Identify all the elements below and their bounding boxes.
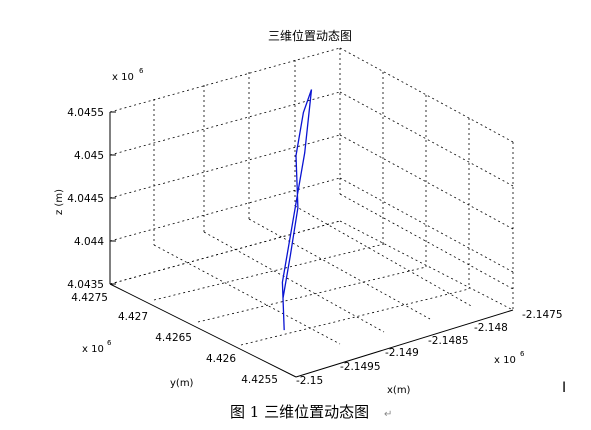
grid-line — [339, 91, 514, 187]
z-tick-label: 4.0455 — [67, 107, 104, 119]
figure-caption: 图 1 三维位置动态图 — [230, 403, 369, 421]
grid-line — [248, 218, 431, 320]
grid-line — [197, 266, 427, 323]
grid-line — [339, 134, 514, 230]
x-tick-label: -2.149 — [385, 347, 419, 359]
x-tick-labels: -2.15 -2.1495 -2.149 -2.1485 -2.148 -2.1… — [296, 309, 563, 387]
grid-line — [153, 243, 385, 301]
x-scale-exp: 6 — [520, 350, 525, 358]
grid-line — [294, 205, 474, 308]
z-axis-title: z (m) — [54, 189, 65, 215]
grid-line — [203, 231, 385, 333]
x-tick-label: -2.1495 — [340, 361, 381, 373]
x-axis-title: x(m) — [387, 385, 411, 396]
text-cursor-icon: I — [562, 380, 566, 396]
grid-line — [153, 244, 341, 345]
y-tick-label: 4.4255 — [241, 374, 278, 386]
y-axis-title: y(m) — [170, 378, 194, 389]
y-tick-label: 4.427 — [118, 311, 148, 323]
z-scale-label: x 10 6 — [112, 67, 144, 83]
grid-line — [109, 220, 341, 285]
caption-return-mark: ↵ — [384, 409, 392, 420]
x-axis-line — [295, 309, 514, 378]
grid-line — [339, 193, 514, 290]
z-tick-label: 4.0435 — [67, 279, 104, 291]
grid-line — [240, 288, 470, 346]
x-tick-label: -2.15 — [296, 375, 323, 387]
grid-line — [109, 177, 341, 242]
z-tick-label: 4.0445 — [67, 193, 104, 205]
axes — [109, 111, 514, 378]
x-tick-label: -2.1485 — [428, 335, 469, 347]
y-axis-line — [109, 283, 297, 378]
chart-title: 三维位置动态图 — [268, 28, 352, 43]
z-tick-labels: 4.0455 4.045 4.0445 4.044 4.0435 — [67, 107, 104, 291]
z-tick-label: 4.045 — [74, 150, 104, 162]
grid-lines — [109, 47, 514, 346]
grid-line — [339, 47, 514, 143]
y-tick-label: 4.4275 — [71, 292, 108, 304]
y-scale-exp: 6 — [107, 339, 112, 347]
y-scale-base: x 10 — [82, 344, 104, 355]
y-scale-label: x 10 6 — [82, 339, 112, 355]
z-tick-label: 4.044 — [74, 236, 104, 248]
grid-line — [339, 220, 514, 311]
z-scale-exp: 6 — [139, 67, 144, 75]
z-scale-base: x 10 — [112, 72, 134, 83]
x-tick-label: -2.1475 — [522, 309, 563, 321]
x-tick-label: -2.148 — [474, 322, 508, 334]
x-scale-base: x 10 — [494, 355, 516, 366]
x-scale-label: x 10 6 — [494, 350, 525, 366]
grid-line — [109, 47, 341, 113]
y-tick-label: 4.4265 — [155, 332, 192, 344]
trajectory-line — [281, 89, 313, 331]
series-group — [281, 89, 313, 331]
y-tick-label: 4.426 — [206, 353, 236, 365]
grid-line — [339, 177, 514, 273]
y-tick-labels: 4.4275 4.427 4.4265 4.426 4.4255 — [71, 292, 278, 386]
